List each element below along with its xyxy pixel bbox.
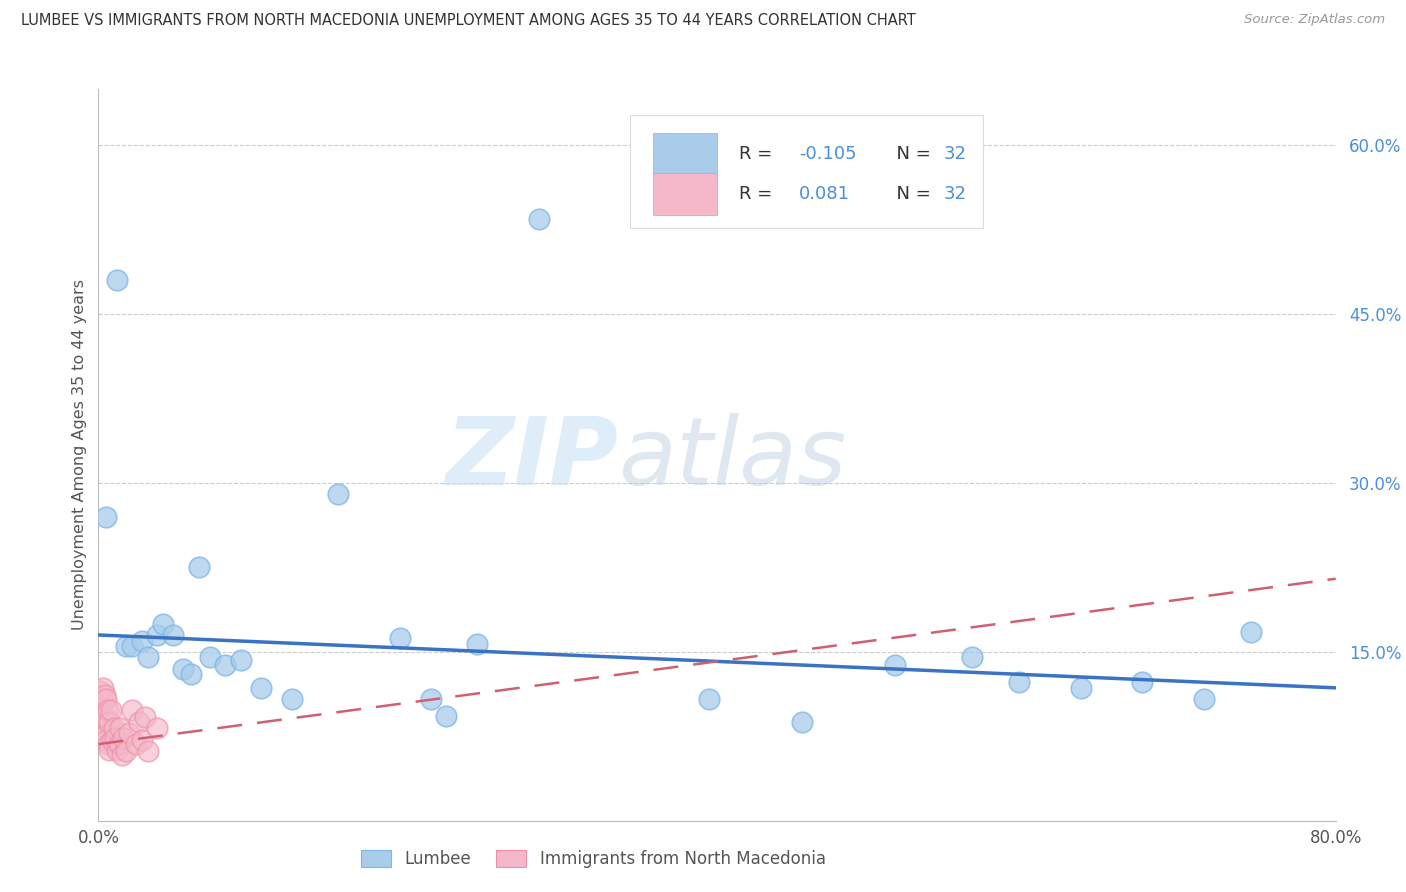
Point xyxy=(107,737,129,751)
Point xyxy=(105,273,128,287)
Point xyxy=(111,748,134,763)
Point xyxy=(250,681,273,695)
Point xyxy=(103,722,125,736)
Point xyxy=(90,692,112,706)
Point xyxy=(173,662,195,676)
Point xyxy=(281,692,304,706)
Point xyxy=(121,639,143,653)
Point xyxy=(1007,675,1029,690)
Point xyxy=(98,743,121,757)
Point xyxy=(188,560,211,574)
Point xyxy=(108,722,131,736)
Point xyxy=(136,650,159,665)
Point xyxy=(388,632,412,646)
Point xyxy=(91,681,114,695)
Point xyxy=(97,703,120,717)
Point xyxy=(467,637,489,651)
Point xyxy=(131,633,153,648)
Point xyxy=(96,509,118,524)
Point xyxy=(96,692,118,706)
Point xyxy=(89,684,111,698)
Text: Source: ZipAtlas.com: Source: ZipAtlas.com xyxy=(1244,13,1385,27)
Text: LUMBEE VS IMMIGRANTS FROM NORTH MACEDONIA UNEMPLOYMENT AMONG AGES 35 TO 44 YEARS: LUMBEE VS IMMIGRANTS FROM NORTH MACEDONI… xyxy=(21,13,915,29)
Point xyxy=(699,692,721,706)
Point xyxy=(98,714,121,729)
FancyBboxPatch shape xyxy=(630,115,983,228)
Point xyxy=(124,737,146,751)
Text: R =: R = xyxy=(740,145,779,163)
Legend: Lumbee, Immigrants from North Macedonia: Lumbee, Immigrants from North Macedonia xyxy=(354,843,832,874)
Point xyxy=(104,731,127,746)
Point xyxy=(112,731,135,746)
Point xyxy=(100,703,122,717)
Point xyxy=(436,709,458,723)
Point xyxy=(97,737,120,751)
Y-axis label: Unemployment Among Ages 35 to 44 years: Unemployment Among Ages 35 to 44 years xyxy=(72,279,87,631)
Point xyxy=(121,703,143,717)
Text: R =: R = xyxy=(740,185,785,202)
Text: 32: 32 xyxy=(943,145,966,163)
Point xyxy=(134,710,156,724)
Point xyxy=(229,653,252,667)
Point xyxy=(1240,624,1263,639)
Point xyxy=(90,722,112,736)
Point xyxy=(198,650,221,665)
Point xyxy=(1069,681,1091,695)
Point xyxy=(419,692,441,706)
Point xyxy=(326,487,350,501)
Point xyxy=(152,616,174,631)
Point xyxy=(136,744,159,758)
Point xyxy=(93,729,115,743)
Point xyxy=(162,628,184,642)
FancyBboxPatch shape xyxy=(652,172,717,215)
FancyBboxPatch shape xyxy=(652,133,717,176)
Text: N =: N = xyxy=(886,145,936,163)
Point xyxy=(131,732,153,747)
Point xyxy=(96,732,118,747)
Text: 0.081: 0.081 xyxy=(799,185,849,202)
Point xyxy=(89,706,111,721)
Text: 32: 32 xyxy=(943,185,966,202)
Text: ZIP: ZIP xyxy=(446,413,619,505)
Point xyxy=(115,744,138,758)
Point xyxy=(529,211,551,226)
Text: atlas: atlas xyxy=(619,413,846,504)
Point xyxy=(118,726,141,740)
Point xyxy=(91,709,114,723)
Point xyxy=(1192,692,1215,706)
Point xyxy=(790,714,813,729)
Point xyxy=(962,650,984,665)
Point xyxy=(1130,675,1153,690)
Point xyxy=(115,639,138,653)
Point xyxy=(128,714,150,729)
Point xyxy=(146,628,169,642)
Point xyxy=(884,658,907,673)
Point xyxy=(93,688,115,702)
Point xyxy=(180,667,202,681)
Point xyxy=(214,658,236,673)
Point xyxy=(146,722,169,736)
Point xyxy=(105,743,128,757)
Text: -0.105: -0.105 xyxy=(799,145,856,163)
Point xyxy=(101,732,124,747)
Text: N =: N = xyxy=(886,185,936,202)
